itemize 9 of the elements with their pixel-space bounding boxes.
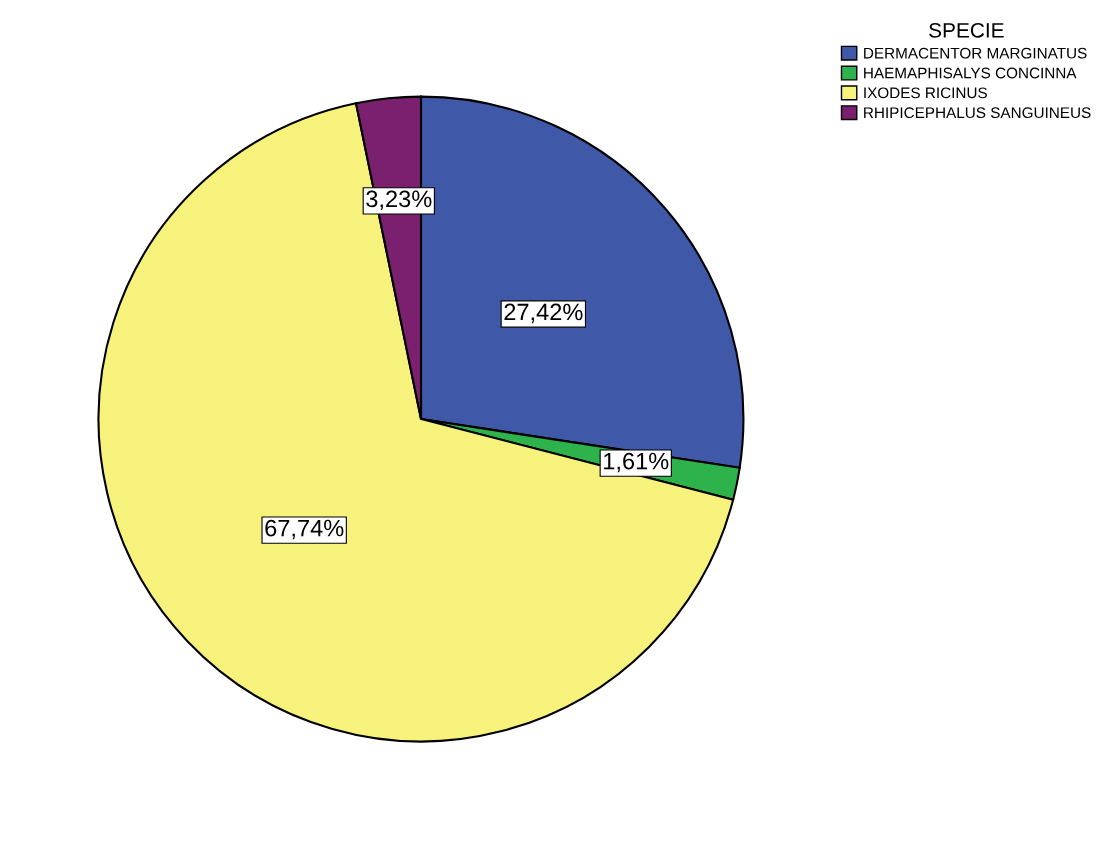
data-label: 3,23% <box>366 190 432 211</box>
legend-label: HAEMAPHISALYS CONCINNA <box>864 67 1077 79</box>
data-label: 1,61% <box>604 452 669 473</box>
legend-title: SPECIE <box>929 22 1004 38</box>
data-label: 67,74% <box>265 519 344 540</box>
data-label: 27,42% <box>504 303 583 324</box>
legend-label: IXODES RICINUS <box>864 87 987 99</box>
legend-label: RHIPICEPHALUS SANGUINEUS <box>864 107 1091 119</box>
legend-label: DERMACENTOR MARGINATUS <box>864 47 1087 59</box>
